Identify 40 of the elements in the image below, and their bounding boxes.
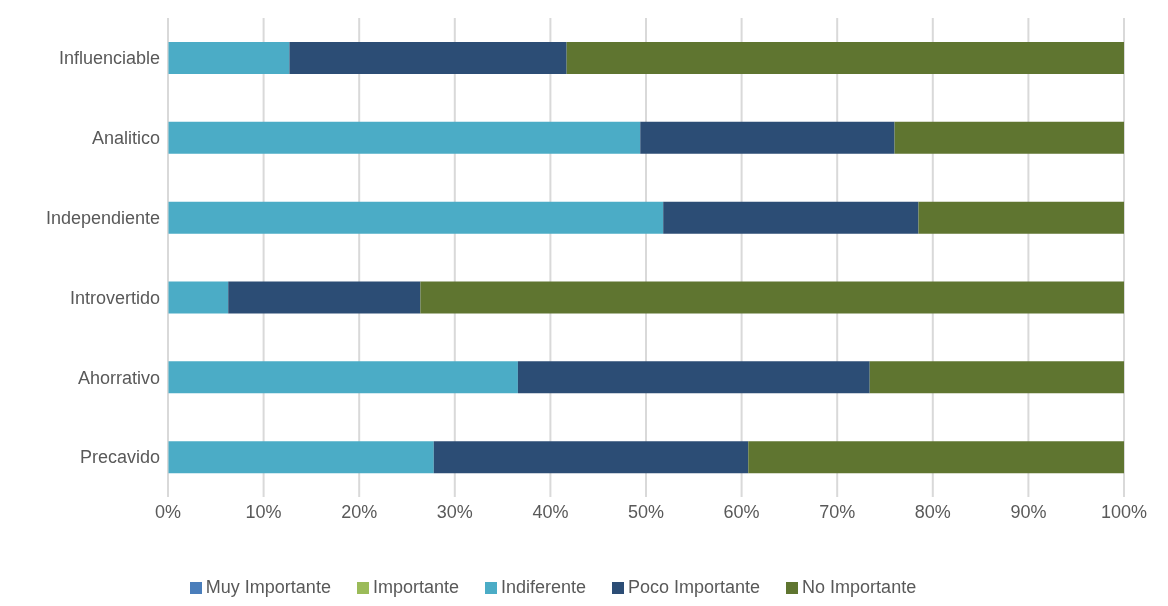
x-tick-label: 40% [532,501,569,522]
y-tick-label: Ahorrativo [77,367,160,388]
legend-label: Muy Importante [205,577,331,597]
legend-label: Indiferente [500,577,587,597]
x-tick-label: 70% [819,501,856,522]
bar [168,361,518,394]
x-tick-label: 100% [1100,501,1148,522]
bar [918,201,1124,234]
bar [168,121,641,154]
x-tick-label: 20% [341,501,378,522]
x-tick-label: 0% [154,501,182,522]
x-tick-label: 30% [436,501,473,522]
y-tick-label: Influenciable [58,48,160,69]
legend-label: Importante [372,577,459,597]
bar [663,201,919,234]
x-tick-label: 60% [723,501,760,522]
bar [168,42,290,74]
x-tick-label: 90% [1010,501,1047,522]
x-tick-label: 50% [627,501,665,522]
bar [894,121,1124,154]
x-tick-label: 10% [245,501,282,522]
bar [748,441,1124,474]
y-tick-label: Analitico [91,128,160,149]
legend-label: Poco Importante [628,577,761,597]
bar [420,281,1124,314]
bar [228,281,421,314]
bar [433,441,749,474]
bar [168,201,664,234]
bar [640,121,895,154]
bar [517,361,870,394]
bar [289,42,567,74]
x-tick-label: 80% [914,501,951,522]
bar [869,361,1124,394]
y-tick-label: Precavido [79,447,160,468]
bar [168,281,229,314]
y-tick-label: Introvertido [69,287,160,308]
legend-label: No Importante [802,577,917,597]
y-tick-label: Independiente [45,207,160,228]
bar [168,441,434,474]
bar [566,42,1124,74]
